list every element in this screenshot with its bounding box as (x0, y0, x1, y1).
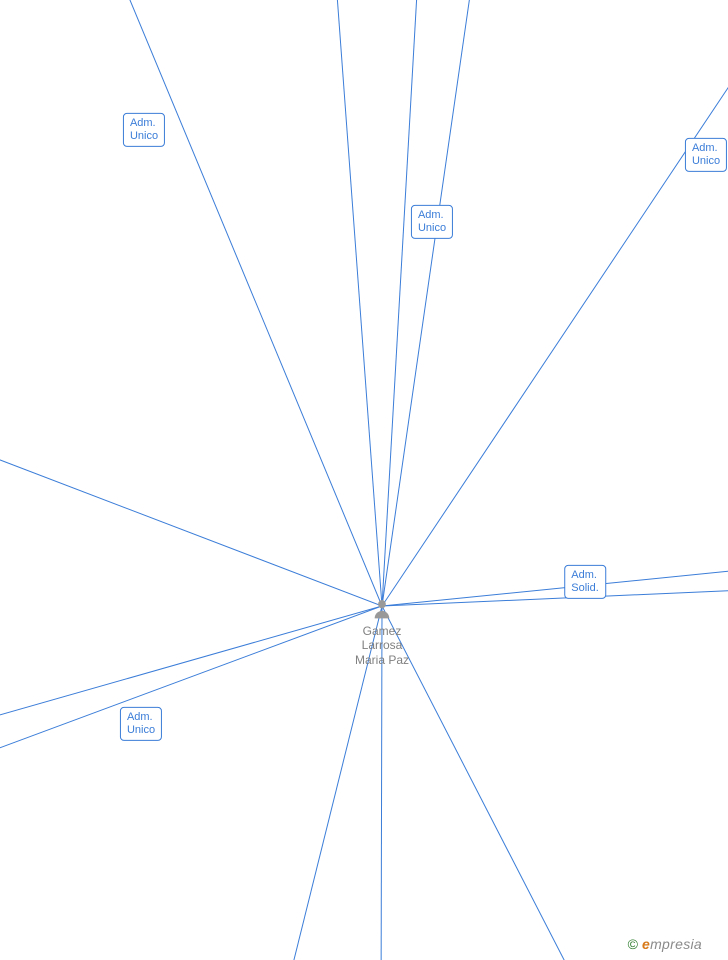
edge (382, 0, 728, 606)
brand-rest: mpresia (650, 936, 702, 952)
copyright-symbol: © (628, 936, 638, 952)
edge (382, 606, 595, 960)
edge (0, 606, 382, 732)
edge-label[interactable]: Adm. Unico (411, 205, 453, 239)
edge (0, 606, 382, 770)
edge (382, 0, 478, 606)
edge-label[interactable]: Adm. Unico (685, 138, 727, 172)
edge (0, 437, 382, 606)
edge (382, 588, 728, 606)
edge (333, 0, 382, 606)
edge (382, 0, 420, 606)
edge-label[interactable]: Adm. Solid. (564, 565, 606, 599)
center-node[interactable]: Gamez Larrosa Maria Paz (355, 598, 409, 667)
edge-label[interactable]: Adm. Unico (120, 707, 162, 741)
edges-layer (0, 0, 728, 960)
diagram-canvas: Gamez Larrosa Maria Paz © empresia Adm. … (0, 0, 728, 960)
edge (105, 0, 382, 606)
watermark: © empresia (628, 936, 702, 952)
edge-label[interactable]: Adm. Unico (123, 113, 165, 147)
edge (382, 565, 728, 606)
person-icon (372, 598, 392, 620)
center-node-name: Gamez Larrosa Maria Paz (355, 624, 409, 667)
brand-name: empresia (642, 936, 702, 952)
